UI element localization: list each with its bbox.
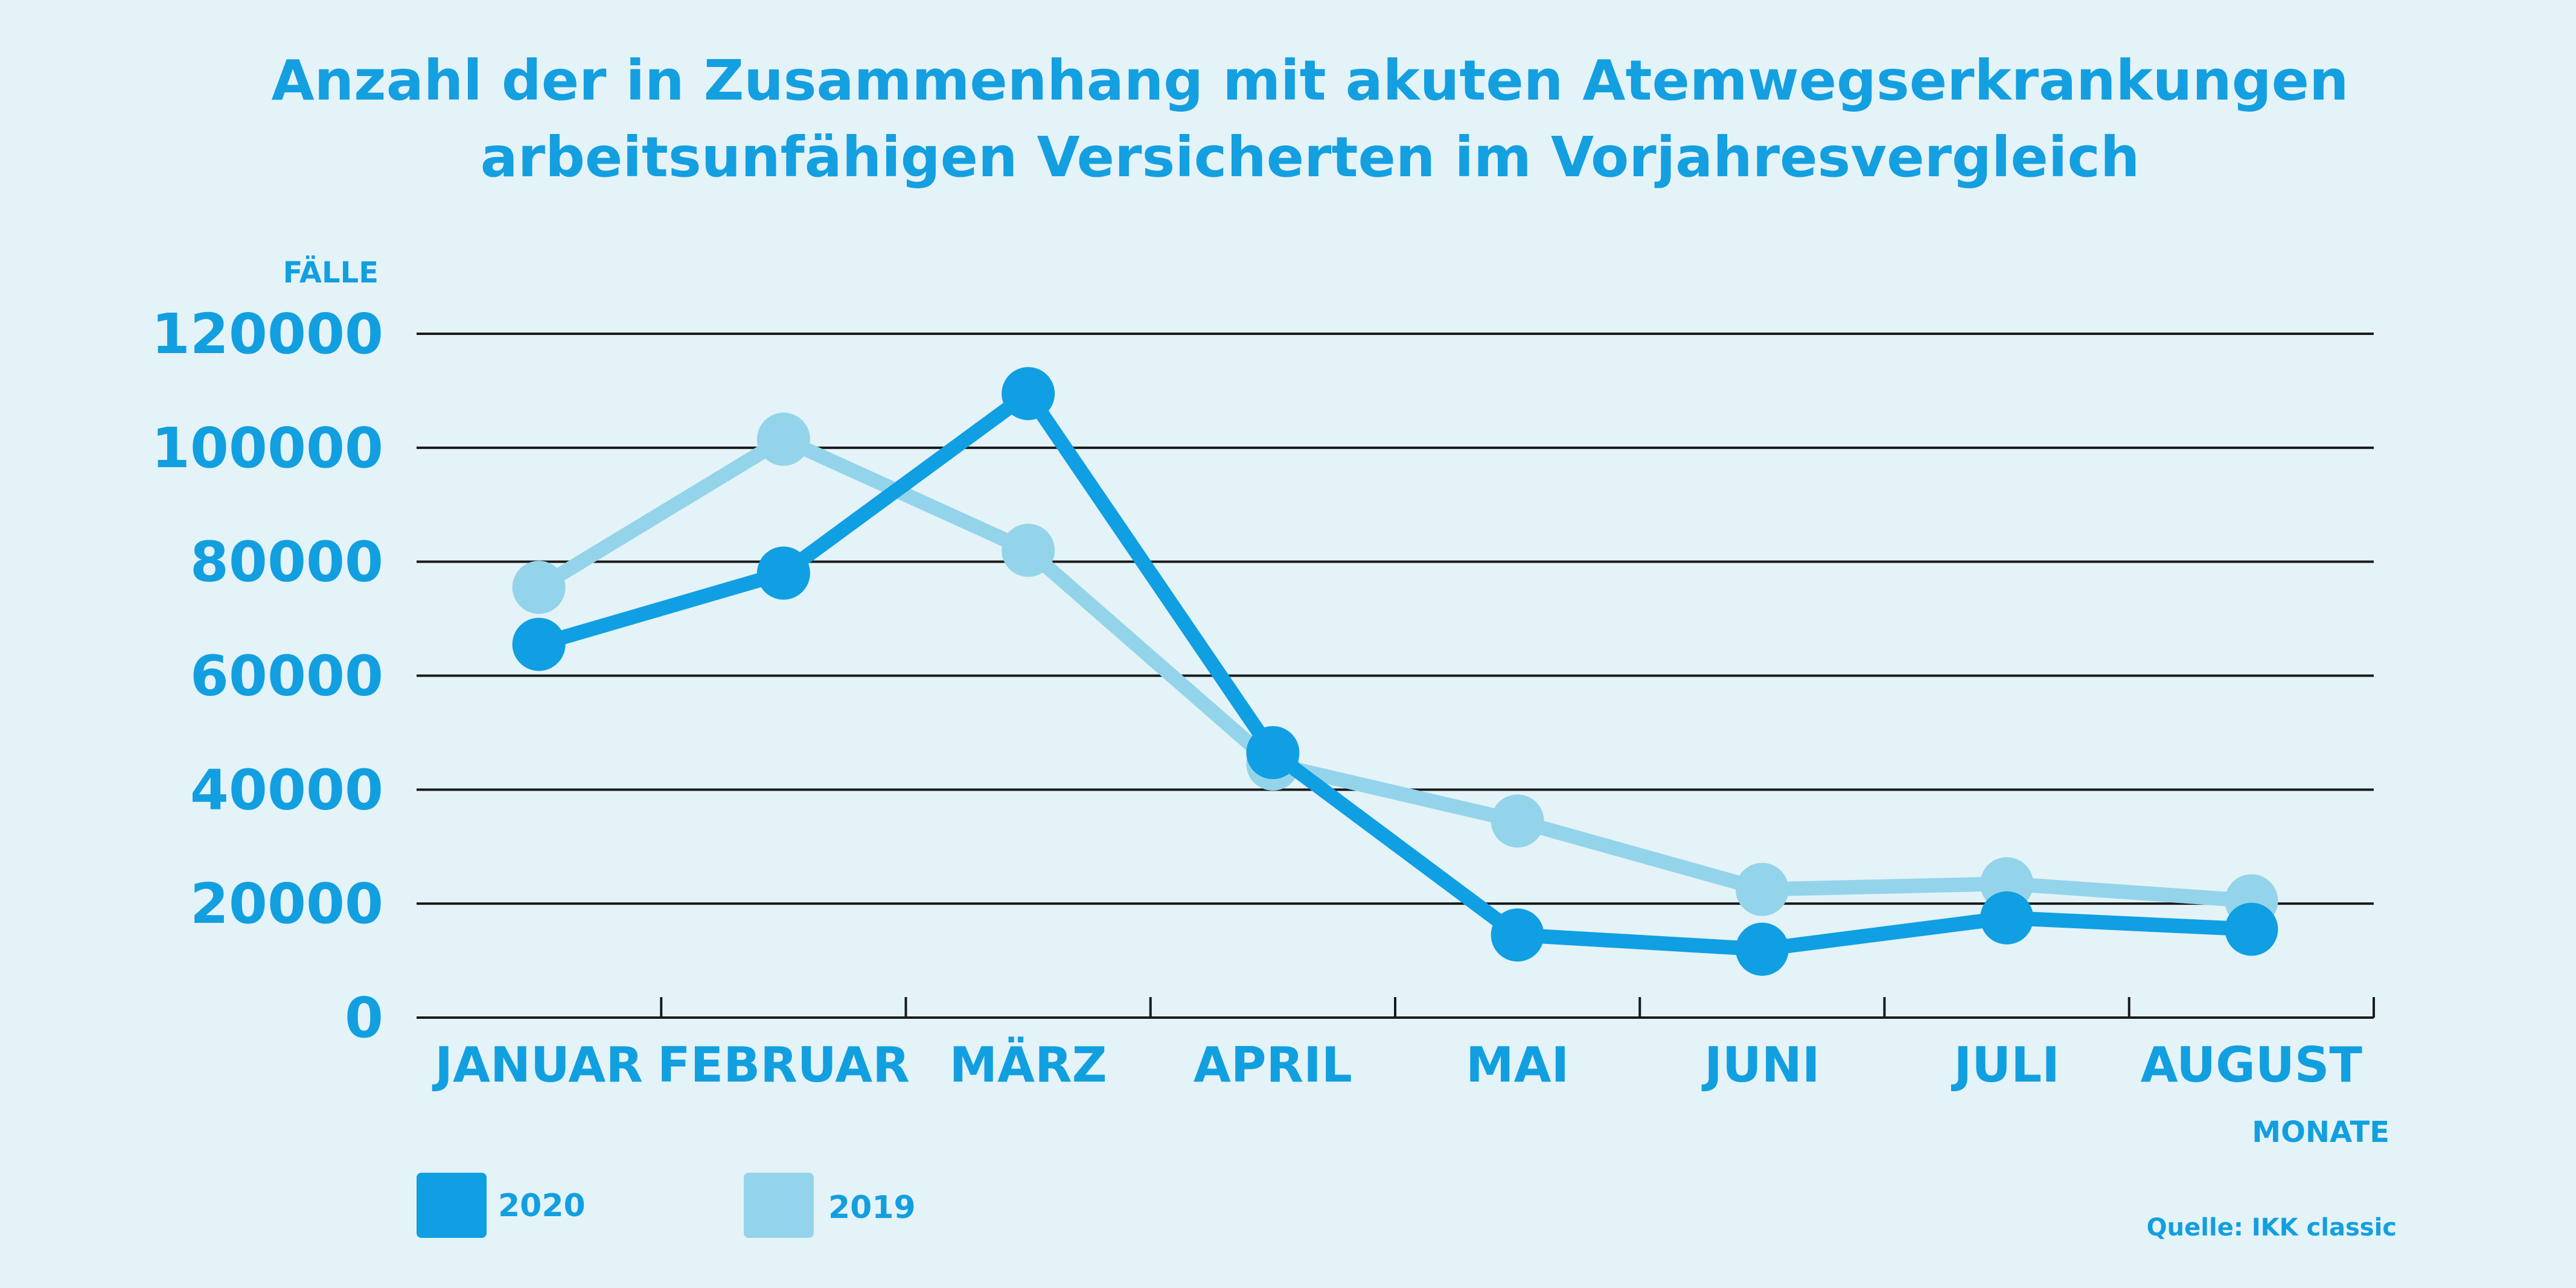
- series-2020: [512, 367, 2278, 976]
- series-line-2020: [531, 386, 2259, 957]
- x-tick-label: JUNI: [1701, 1037, 1820, 1093]
- data-point-2019: [512, 561, 566, 614]
- y-tick-label: 100000: [152, 416, 383, 480]
- x-tick-label: JANUAR: [432, 1037, 643, 1093]
- series-line-2019: [531, 432, 2259, 908]
- data-series: [512, 367, 2278, 976]
- x-tick-label: AUGUST: [2141, 1037, 2363, 1093]
- legend-swatch-2019: [744, 1173, 814, 1238]
- source-note: Quelle: IKK classic: [2147, 1214, 2397, 1242]
- x-axis: [417, 997, 2375, 1019]
- data-point-2020: [1246, 725, 1300, 779]
- data-point-2020: [1980, 891, 2034, 945]
- x-tick-labels: JANUAR FEBRUAR MÄRZ APRIL MAI JUNI JULI AUGUST: [432, 1036, 2362, 1093]
- legend-swatch-2020: [417, 1173, 487, 1238]
- data-point-2020: [1491, 908, 1544, 962]
- x-tick-label: MAI: [1466, 1037, 1569, 1093]
- y-axis-label: FÄLLE: [283, 255, 379, 290]
- x-tick-label: JULI: [1951, 1037, 2059, 1093]
- data-point-2020: [1002, 367, 1055, 421]
- y-tick-label: 20000: [190, 872, 383, 936]
- y-tick-label: 80000: [190, 530, 383, 595]
- legend-label-2019: 2019: [828, 1190, 916, 1226]
- y-tick-labels: 0 20000 40000 60000 80000 100000 120000: [152, 302, 383, 1050]
- y-tick-label: 0: [345, 986, 383, 1050]
- x-tick-label: FEBRUAR: [657, 1037, 910, 1093]
- grid-lines: [417, 333, 2374, 905]
- x-tick-label: MÄRZ: [950, 1036, 1107, 1093]
- data-point-2019: [1491, 794, 1544, 848]
- chart-title-line-1: Anzahl der in Zusammenhang mit akuten At…: [271, 48, 2348, 113]
- legend: 2020 2019: [417, 1173, 916, 1238]
- data-point-2020: [512, 617, 566, 671]
- x-axis-label: MONATE: [2252, 1115, 2389, 1149]
- chart-title-line-2: arbeitsunfähigen Versicherten im Vorjahr…: [481, 125, 2140, 190]
- legend-label-2020: 2020: [498, 1188, 586, 1224]
- y-tick-label: 60000: [190, 644, 383, 709]
- y-tick-label: 40000: [190, 757, 383, 822]
- x-tick-label: APRIL: [1194, 1037, 1352, 1093]
- data-point-2019: [756, 412, 810, 466]
- data-point-2019: [1002, 523, 1055, 577]
- data-point-2020: [756, 546, 810, 600]
- data-point-2020: [2225, 902, 2278, 956]
- data-point-2020: [1735, 922, 1789, 976]
- y-tick-label: 120000: [152, 302, 383, 366]
- data-point-2019: [1735, 862, 1789, 916]
